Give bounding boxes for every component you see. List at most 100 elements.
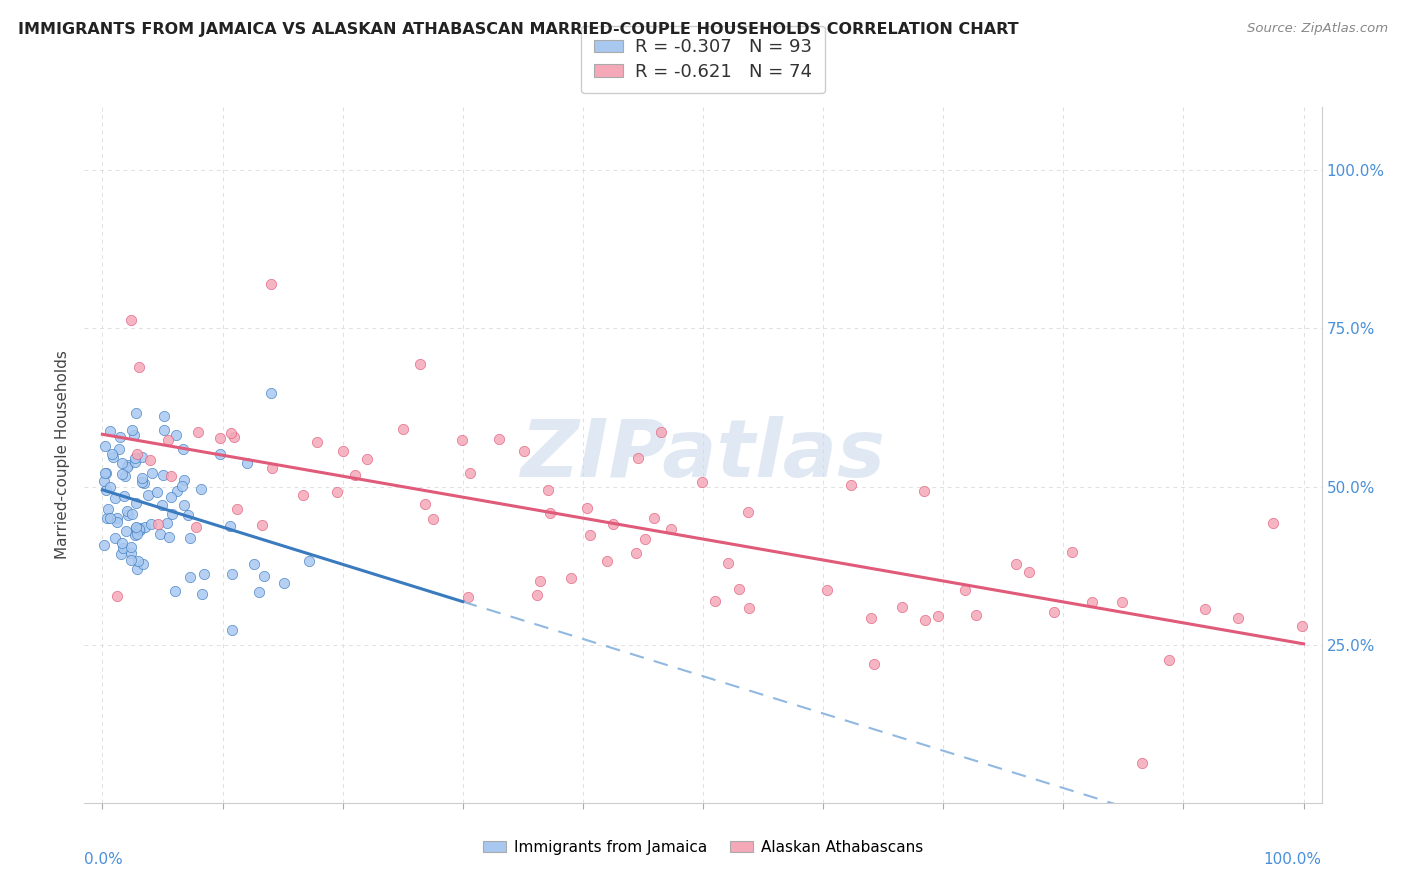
Point xyxy=(101,450,124,464)
Point xyxy=(139,517,162,532)
Point xyxy=(221,566,243,581)
Point xyxy=(1111,595,1133,609)
Point xyxy=(953,582,976,597)
Point xyxy=(191,587,214,601)
Point xyxy=(307,434,329,449)
Point xyxy=(157,530,180,544)
Point xyxy=(111,541,134,556)
Point xyxy=(159,468,181,483)
Point xyxy=(965,608,987,623)
Point xyxy=(221,623,243,637)
Point xyxy=(914,613,936,627)
Point xyxy=(120,541,142,555)
Point xyxy=(141,466,163,480)
Point xyxy=(1291,619,1313,633)
Point xyxy=(97,502,120,516)
Point xyxy=(128,521,150,535)
Point xyxy=(1226,611,1249,625)
Point xyxy=(643,510,665,524)
Point xyxy=(927,609,949,624)
Point xyxy=(488,432,510,446)
Point xyxy=(186,520,208,534)
Point xyxy=(93,538,115,552)
Point xyxy=(596,554,619,568)
Point xyxy=(104,531,127,545)
Point xyxy=(117,504,139,518)
Point xyxy=(115,524,138,539)
Point xyxy=(262,461,284,475)
Point xyxy=(728,582,751,596)
Point xyxy=(537,483,560,497)
Point xyxy=(717,556,740,570)
Point xyxy=(259,277,281,292)
Point xyxy=(149,526,172,541)
Point xyxy=(166,483,188,498)
Point xyxy=(179,532,201,546)
Point xyxy=(1261,516,1284,530)
Point xyxy=(98,511,121,525)
Point xyxy=(193,567,215,582)
Point xyxy=(124,455,146,469)
Point xyxy=(219,425,242,440)
Point xyxy=(579,527,602,541)
Point xyxy=(1157,653,1180,667)
Point xyxy=(165,428,187,442)
Point xyxy=(127,554,149,568)
Point xyxy=(114,468,136,483)
Point xyxy=(356,452,378,467)
Point xyxy=(538,506,561,520)
Point xyxy=(602,516,624,531)
Point xyxy=(332,443,354,458)
Point xyxy=(93,475,115,489)
Point xyxy=(408,358,430,372)
Point xyxy=(120,546,142,560)
Point xyxy=(110,547,132,561)
Point xyxy=(624,546,647,560)
Point xyxy=(173,473,195,487)
Point xyxy=(94,466,117,480)
Point xyxy=(173,498,195,512)
Point xyxy=(253,569,276,583)
Point xyxy=(242,557,264,571)
Point xyxy=(560,571,582,585)
Point xyxy=(125,496,148,510)
Point xyxy=(156,433,179,447)
Point xyxy=(236,457,259,471)
Point xyxy=(112,489,135,503)
Point xyxy=(136,488,159,502)
Point xyxy=(250,517,273,532)
Point xyxy=(125,526,148,541)
Point xyxy=(93,467,115,481)
Point xyxy=(225,502,247,516)
Point xyxy=(1042,605,1064,619)
Point xyxy=(105,590,128,604)
Point xyxy=(121,507,143,521)
Point xyxy=(413,497,436,511)
Point xyxy=(344,467,367,482)
Point xyxy=(298,554,321,568)
Point xyxy=(129,523,152,537)
Point xyxy=(115,459,138,474)
Point xyxy=(145,485,167,500)
Point xyxy=(104,491,127,505)
Point xyxy=(177,508,200,522)
Point xyxy=(111,456,134,470)
Point xyxy=(150,499,173,513)
Point xyxy=(1060,545,1083,559)
Point xyxy=(153,423,176,437)
Point xyxy=(891,600,914,615)
Point xyxy=(247,584,270,599)
Point xyxy=(108,430,131,444)
Point xyxy=(131,450,153,465)
Point xyxy=(156,516,179,530)
Point xyxy=(273,576,295,591)
Text: 0.0%: 0.0% xyxy=(84,852,124,866)
Point xyxy=(513,444,536,458)
Point xyxy=(124,451,146,466)
Point xyxy=(172,442,194,456)
Point xyxy=(650,425,672,440)
Point xyxy=(125,520,148,534)
Legend: Immigrants from Jamaica, Alaskan Athabascans: Immigrants from Jamaica, Alaskan Athabas… xyxy=(477,834,929,862)
Point xyxy=(170,479,193,493)
Point xyxy=(127,447,149,461)
